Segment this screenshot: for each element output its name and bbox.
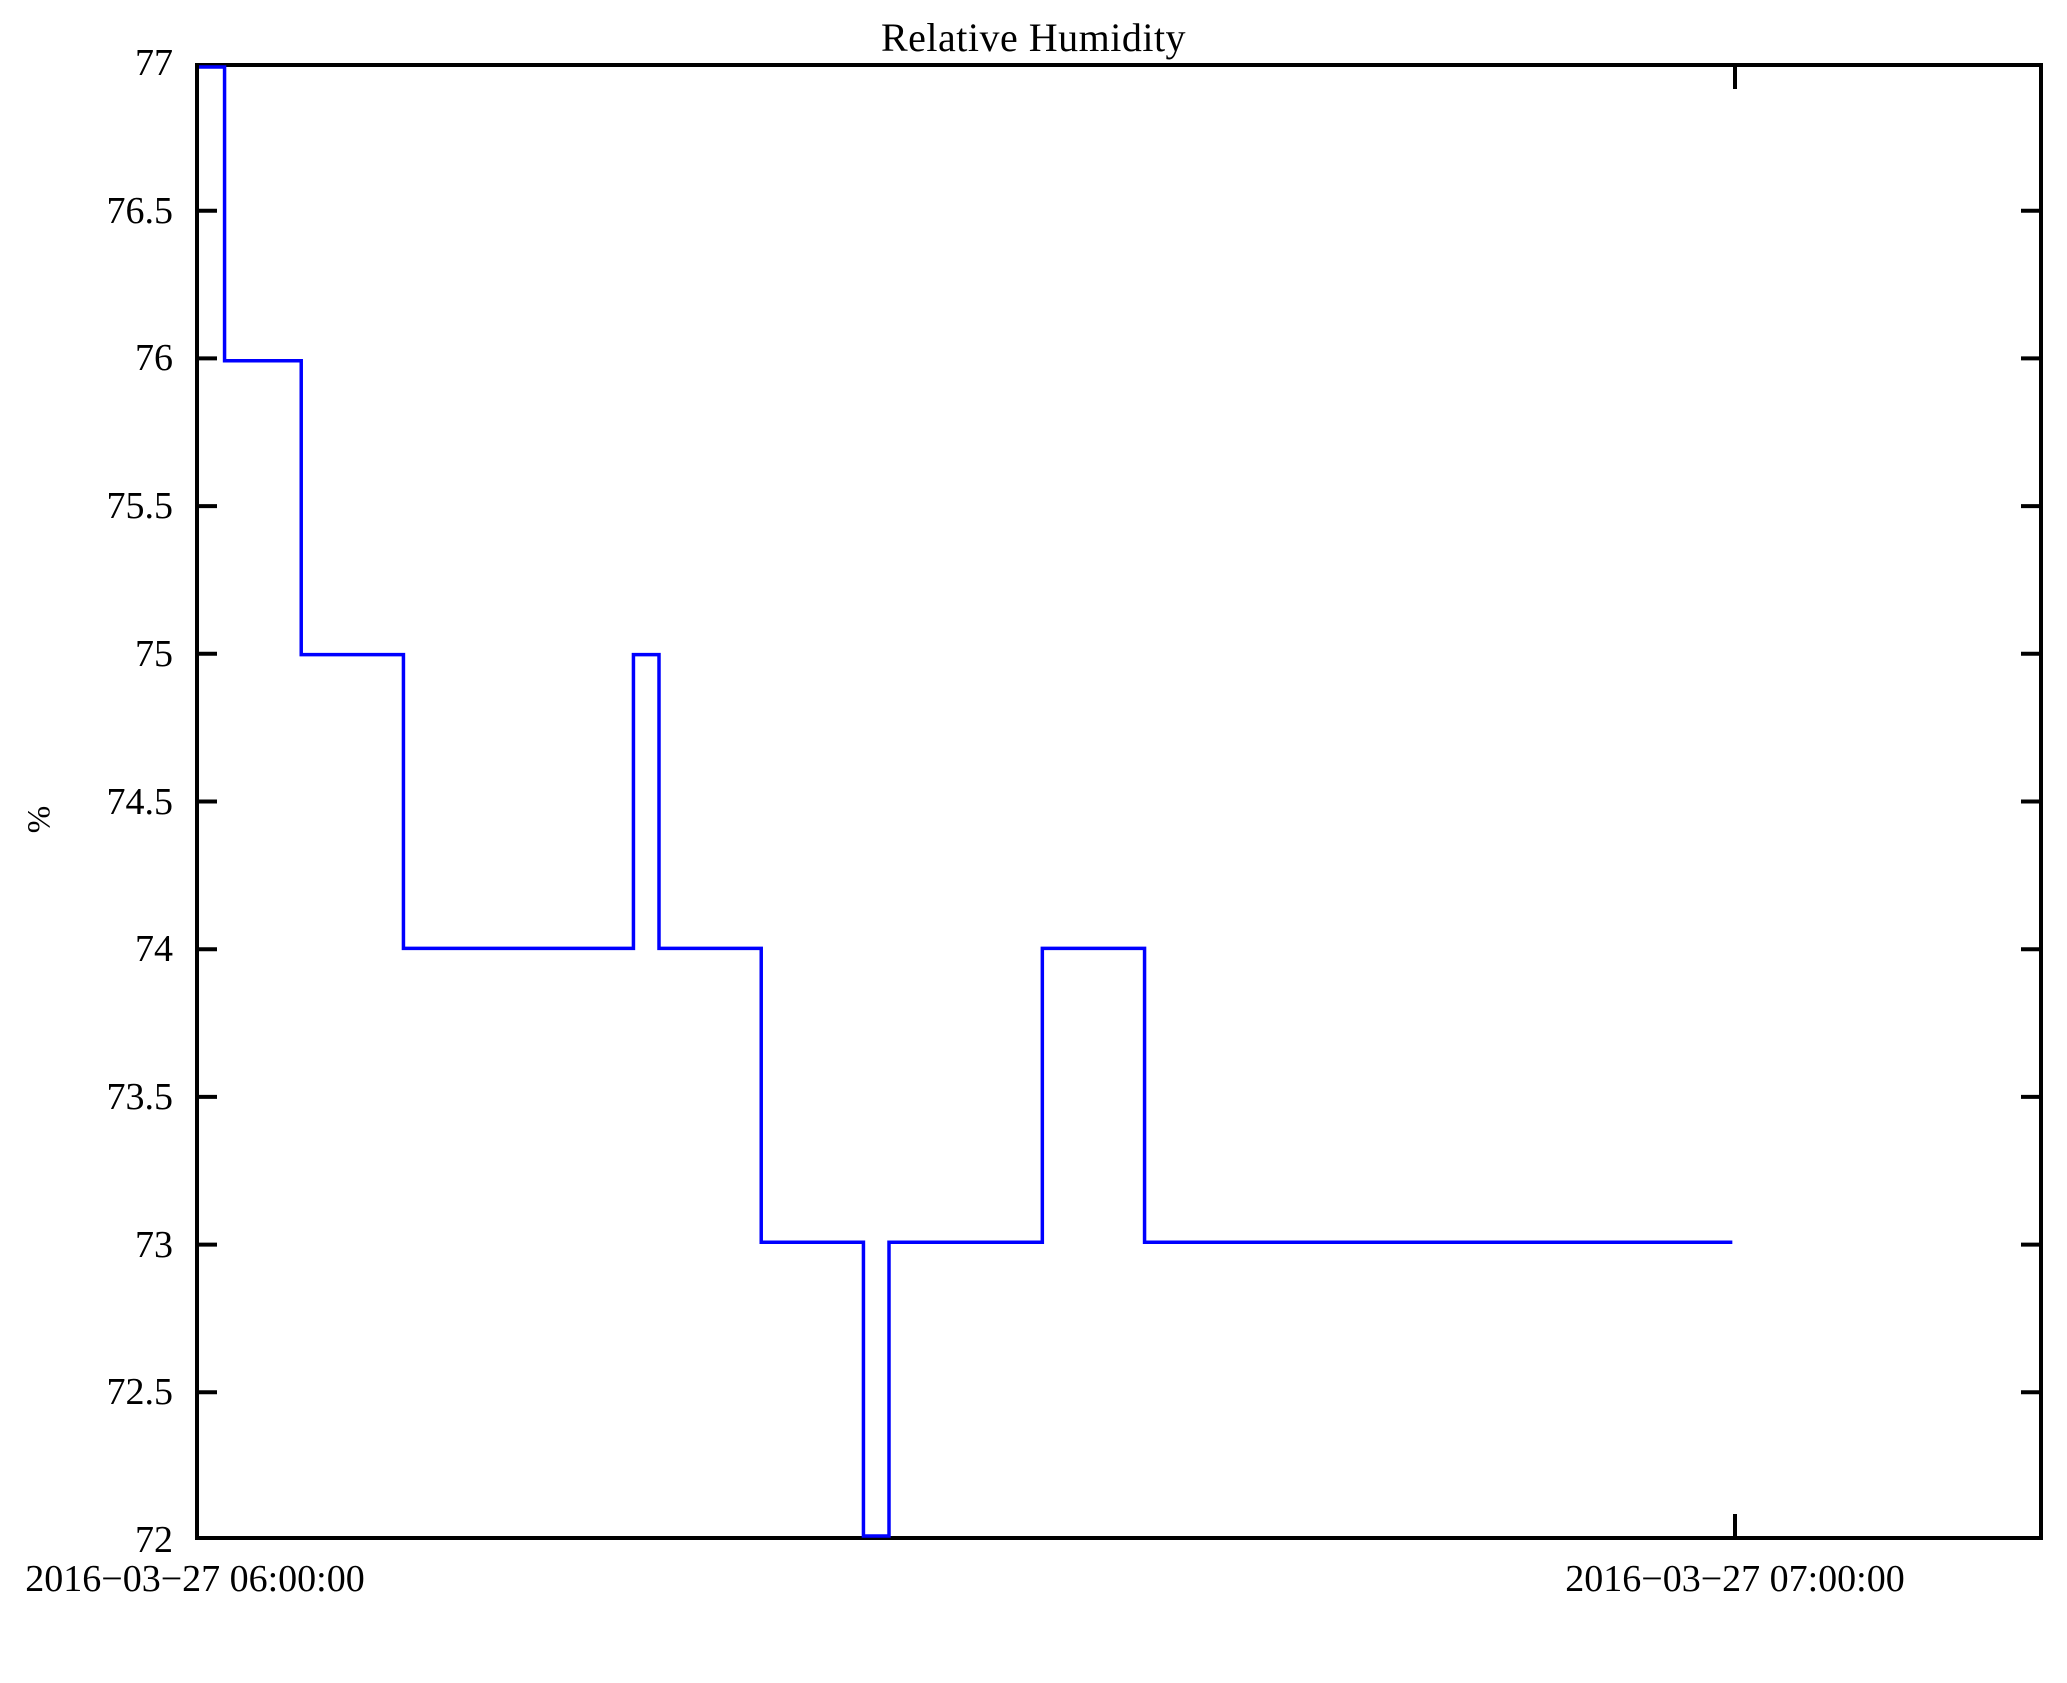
chart-title: Relative Humidity [880,15,1187,60]
y-tick-label: 76 [135,337,173,380]
x-tick-label: 2016−03−27 07:00:00 [1565,1558,1905,1600]
plot-frame [195,63,2043,1540]
y-axis-tick-labels: 72 72.5 73 73.5 74 74.5 75 75.5 76 76.5 77 [0,0,195,1683]
y-tick-label: 72 [135,1519,173,1561]
y-tick-label: 75.5 [106,485,174,528]
humidity-step-line [199,65,1733,1538]
y-tick-label: 76.5 [106,189,174,232]
x-axis-tick-labels: 2016−03−27 06:00:00 2016−03−27 07:00:00 [0,1558,2067,1618]
y-tick-label: 74 [135,928,173,971]
x-tick-label: 2016−03−27 06:00:00 [25,1558,365,1600]
y-tick-label: 72.5 [106,1371,174,1414]
plot-area [199,65,1733,1538]
y-tick-label: 74.5 [106,780,174,823]
y-tick-label: 73.5 [106,1075,174,1118]
y-tick-label: 73 [135,1223,173,1266]
y-tick-label: 77 [135,42,173,84]
y-tick-label: 75 [135,632,173,675]
